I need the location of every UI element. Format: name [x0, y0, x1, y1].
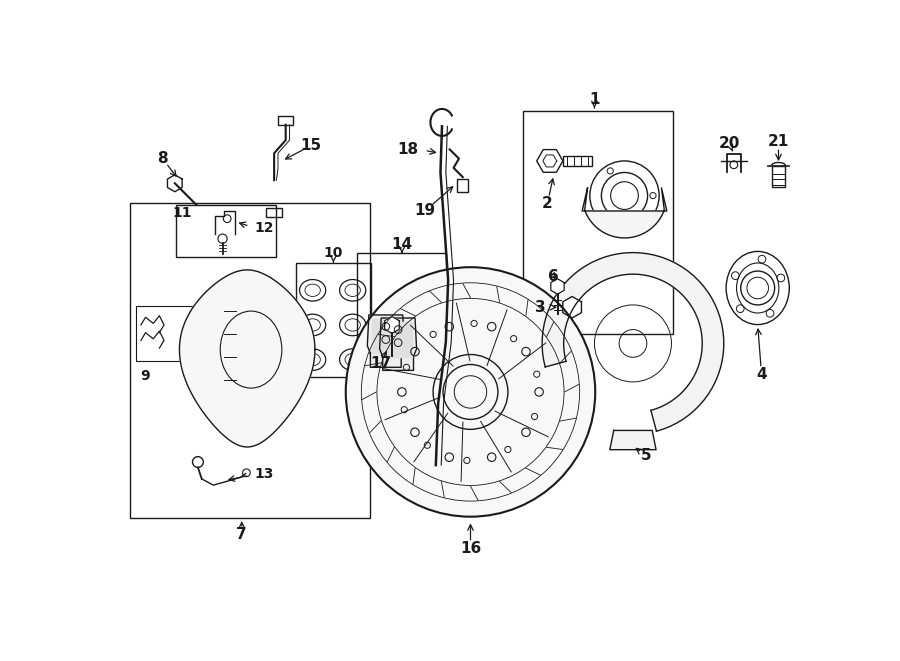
Bar	[176, 205, 276, 257]
Polygon shape	[536, 149, 562, 173]
Bar	[136, 305, 192, 361]
Text: 14: 14	[392, 237, 412, 252]
Text: 13: 13	[255, 467, 274, 481]
Text: 20: 20	[718, 136, 740, 151]
Text: 2: 2	[542, 196, 553, 211]
Bar	[296, 262, 371, 377]
Text: 1: 1	[590, 92, 599, 107]
Bar	[457, 179, 468, 192]
Bar	[771, 165, 786, 187]
Polygon shape	[367, 315, 404, 368]
Text: 21: 21	[768, 134, 789, 149]
Bar	[562, 155, 592, 167]
Text: 4: 4	[756, 367, 767, 382]
Bar	[278, 116, 293, 125]
Bar	[523, 111, 673, 334]
Text: 16: 16	[460, 541, 482, 556]
Text: 18: 18	[398, 142, 418, 157]
Text: 9: 9	[140, 369, 150, 383]
Polygon shape	[542, 253, 724, 431]
Text: 15: 15	[301, 138, 321, 153]
Text: 19: 19	[415, 204, 436, 219]
Polygon shape	[562, 297, 581, 318]
Text: 6: 6	[548, 269, 559, 284]
Polygon shape	[384, 317, 400, 333]
Polygon shape	[551, 279, 564, 294]
Polygon shape	[372, 319, 400, 354]
Text: 12: 12	[255, 221, 274, 235]
Text: 3: 3	[536, 299, 546, 315]
Bar	[130, 202, 371, 518]
Polygon shape	[380, 318, 417, 370]
Text: 11: 11	[173, 206, 193, 220]
Text: 10: 10	[324, 247, 343, 260]
Circle shape	[346, 267, 595, 517]
Text: 7: 7	[237, 527, 248, 542]
Bar	[357, 253, 446, 373]
Bar	[266, 208, 282, 217]
Text: 8: 8	[158, 151, 167, 166]
Text: 17: 17	[370, 356, 391, 371]
Polygon shape	[179, 270, 315, 447]
Polygon shape	[582, 188, 667, 238]
Text: 5: 5	[641, 448, 652, 463]
Polygon shape	[610, 430, 656, 449]
Polygon shape	[384, 322, 412, 356]
